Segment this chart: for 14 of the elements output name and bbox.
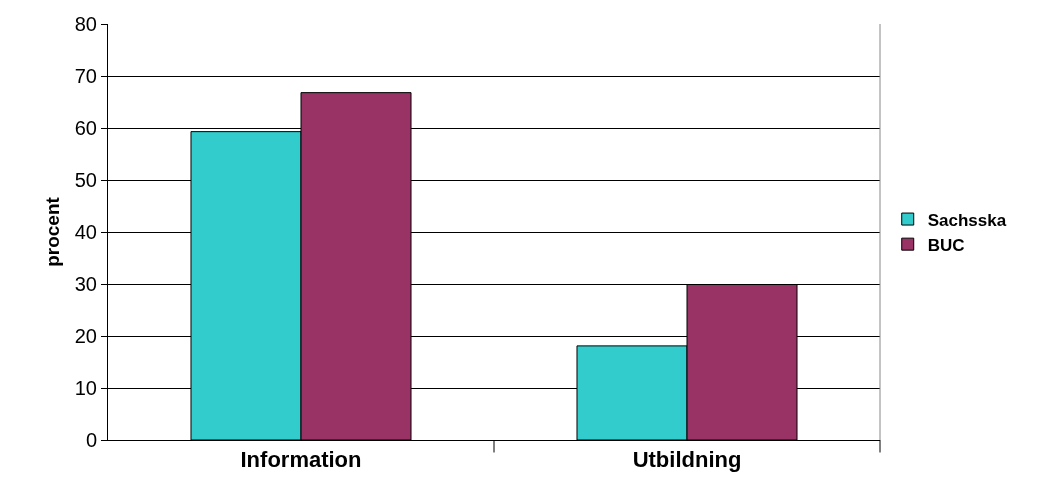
y-tick-label: 60 — [74, 117, 97, 139]
y-tick-label: 30 — [74, 273, 97, 295]
legend-label: BUC — [927, 235, 965, 255]
y-tick-label: 0 — [85, 429, 97, 451]
y-tick-label: 10 — [74, 377, 97, 399]
x-tick-label: Utbildning — [632, 447, 742, 473]
y-tick-label: 50 — [74, 169, 97, 191]
y-tick-label: 40 — [74, 221, 97, 243]
y-axis-title: procent — [41, 196, 63, 267]
y-tick-label: 20 — [74, 325, 97, 347]
y-tick-label: 80 — [74, 13, 97, 35]
y-tick-label: 70 — [74, 65, 97, 87]
x-tick-label: Information — [240, 447, 362, 473]
legend-label: Sachsska — [927, 210, 1007, 230]
